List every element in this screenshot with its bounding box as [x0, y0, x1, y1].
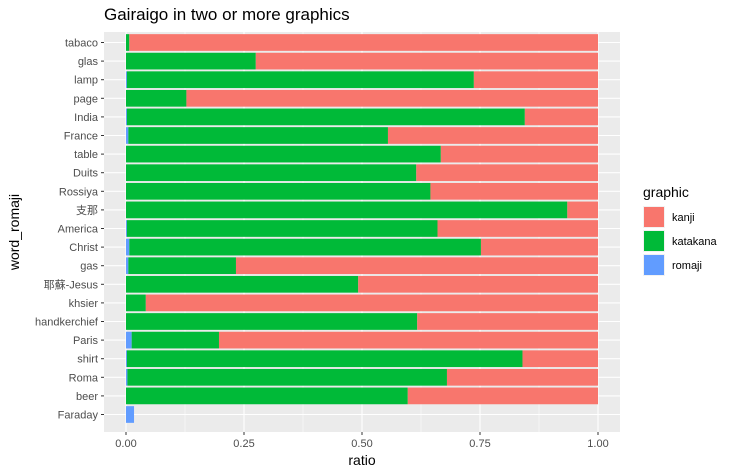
y-tick-label: Paris [73, 335, 99, 347]
bar-katakana [128, 127, 388, 144]
x-axis-title: ratio [348, 452, 375, 468]
y-tick-label: America [58, 224, 99, 236]
y-tick-label: tabaco [65, 38, 98, 50]
y-tick-label: 支那 [76, 204, 98, 217]
bar-kanji [417, 313, 598, 330]
y-tick-label: khsier [69, 298, 99, 310]
y-axis: tabaco glas lamp page India France table Duits R… [35, 38, 104, 422]
y-tick-label: page [74, 93, 98, 105]
legend-swatch-kanji [644, 207, 664, 227]
bar-romaji [126, 331, 132, 349]
bar-kanji [218, 331, 598, 349]
y-tick-label: Faraday [58, 410, 99, 422]
bar-romaji [126, 71, 127, 89]
bar-katakana [126, 71, 474, 89]
y-tick-label: lamp [74, 75, 98, 87]
bar-kanji [145, 294, 598, 312]
legend-swatch-romaji [644, 255, 664, 275]
chart-title: Gairaigo in two or more graphics [104, 5, 350, 24]
bar-kanji [522, 350, 598, 368]
bar-katakana [129, 238, 481, 256]
bar-katakana [126, 350, 523, 368]
y-tick-label: gas [80, 261, 98, 273]
bar-kanji [129, 34, 598, 51]
bar-katakana [126, 201, 568, 219]
y-tick-label: table [74, 149, 98, 161]
bar-katakana [127, 368, 447, 386]
bar-kanji [235, 257, 598, 275]
legend-swatch-katakana [644, 231, 664, 251]
bar-katakana [128, 257, 236, 275]
y-tick-label: India [74, 112, 99, 124]
y-tick-label: glas [78, 56, 99, 68]
x-tick-label: 1.00 [587, 438, 608, 450]
bar-kanji [255, 52, 599, 70]
bar-kanji [407, 387, 598, 405]
bar-katakana [126, 164, 417, 182]
y-tick-label: handkerchief [35, 317, 99, 329]
y-tick-label: Roma [69, 372, 99, 384]
x-axis: 0.00 0.25 0.50 0.75 1.00 [115, 432, 609, 450]
y-tick-label: Christ [69, 242, 98, 254]
bar-kanji [567, 201, 598, 219]
bar-kanji [440, 145, 598, 163]
legend-label-katakana: katakana [672, 236, 718, 248]
bar-romaji [126, 257, 129, 275]
y-tick-label: France [64, 131, 98, 143]
bar-katakana [126, 108, 525, 126]
legend-label-kanji: kanji [672, 212, 695, 224]
bar-romaji [126, 368, 128, 386]
bar-romaji [126, 350, 127, 368]
bar-romaji [126, 127, 129, 144]
bar-romaji [126, 406, 135, 423]
bar-kanji [524, 108, 598, 126]
y-tick-label: Rossiya [59, 186, 99, 198]
legend-label-romaji: romaji [672, 260, 702, 272]
bar-katakana [126, 387, 408, 405]
bar-katakana [126, 275, 359, 293]
x-tick-label: 0.25 [233, 438, 254, 450]
bar-romaji [126, 238, 130, 256]
bar-katakana [126, 34, 130, 51]
bar-katakana [126, 182, 431, 200]
bar-katakana [126, 313, 418, 330]
bar-kanji [416, 164, 598, 182]
bar-kanji [186, 89, 598, 107]
bars [126, 34, 599, 423]
legend: graphic kanji katakana romaji [643, 184, 718, 276]
y-tick-label: shirt [77, 354, 98, 366]
x-tick-label: 0.75 [469, 438, 490, 450]
y-tick-label: 耶蘇-Jesus [44, 278, 99, 291]
legend-title: graphic [643, 184, 689, 200]
bar-kanji [358, 275, 598, 293]
x-tick-label: 0.00 [115, 438, 136, 450]
y-axis-title: word_romaji [6, 194, 22, 271]
bar-katakana [126, 89, 187, 107]
bar-kanji [446, 368, 598, 386]
bar-katakana [131, 331, 219, 349]
bar-kanji [387, 127, 598, 144]
bar-katakana [126, 52, 256, 70]
y-tick-label: beer [76, 391, 98, 403]
bar-kanji [480, 238, 598, 256]
bar-kanji [430, 182, 598, 200]
bar-katakana [126, 220, 438, 237]
bar-kanji [473, 71, 598, 89]
x-tick-label: 0.50 [351, 438, 372, 450]
bar-kanji [437, 220, 598, 237]
y-tick-label: Duits [73, 168, 99, 180]
bar-katakana [126, 294, 146, 312]
bar-romaji [126, 220, 127, 237]
bar-romaji [126, 108, 127, 126]
bar-katakana [126, 145, 441, 163]
